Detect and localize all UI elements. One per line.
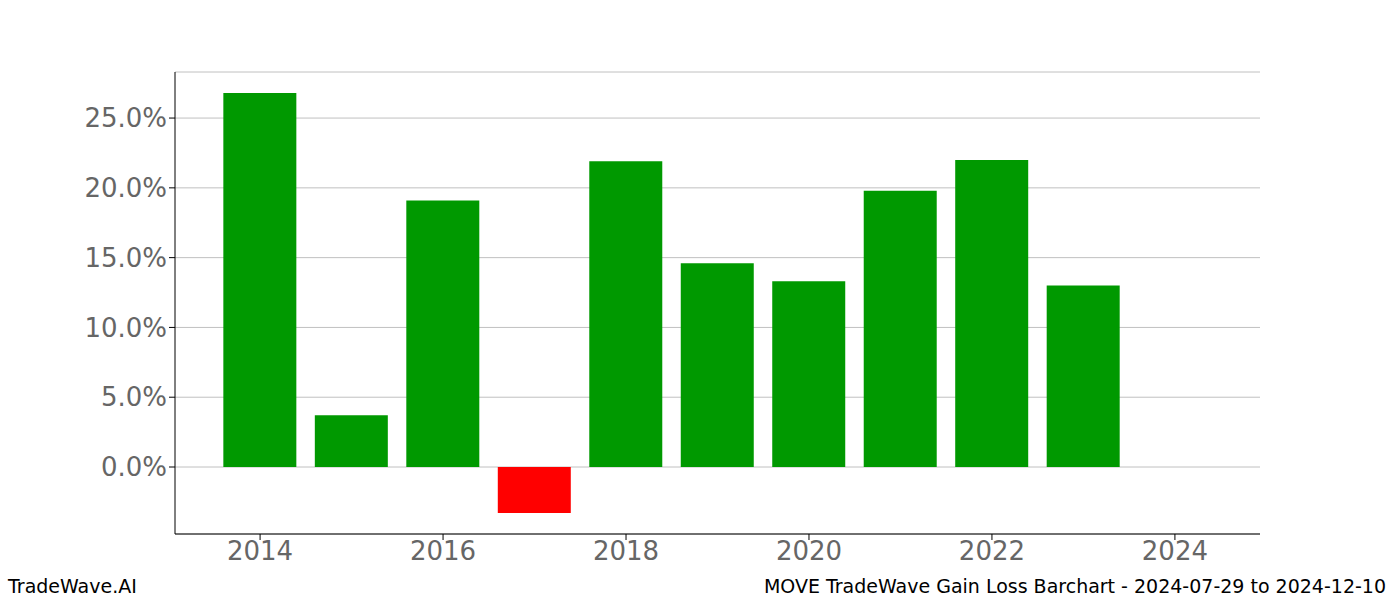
svg-text:2020: 2020 <box>776 536 842 566</box>
svg-text:0.0%: 0.0% <box>101 452 167 482</box>
svg-text:2022: 2022 <box>959 536 1025 566</box>
svg-text:15.0%: 15.0% <box>84 243 167 273</box>
svg-text:25.0%: 25.0% <box>84 103 167 133</box>
svg-text:10.0%: 10.0% <box>84 313 167 343</box>
svg-text:20.0%: 20.0% <box>84 173 167 203</box>
svg-text:5.0%: 5.0% <box>101 382 167 412</box>
svg-text:2014: 2014 <box>227 536 293 566</box>
svg-text:2024: 2024 <box>1142 536 1208 566</box>
html-text:TradeWave.AI: TradeWave.AI <box>8 575 137 597</box>
html-text:MOVE TradeWave Gain Loss Barch: MOVE TradeWave Gain Loss Barchart - 2024… <box>763 575 1386 597</box>
svg-text:2018: 2018 <box>593 536 659 566</box>
svg-text:2016: 2016 <box>410 536 476 566</box>
